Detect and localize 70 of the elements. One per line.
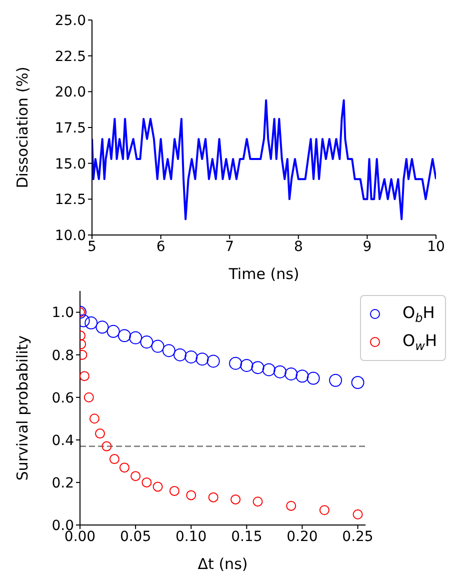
point (262, 363, 276, 376)
point (80, 371, 90, 382)
y-tick-label: 0.2 (52, 475, 74, 492)
point (169, 486, 180, 496)
point (142, 477, 152, 488)
point (173, 348, 186, 362)
x-tick-label: 7 (225, 238, 234, 255)
point (351, 376, 364, 389)
legend-label: O$_{w}$H (402, 330, 437, 354)
point (329, 374, 342, 387)
point (109, 454, 120, 464)
point (96, 320, 109, 334)
x-tick-label: 0.25 (342, 528, 374, 545)
x-axis-title: Δt (ns) (198, 555, 248, 573)
point (186, 490, 196, 500)
y-tick-label: 0.8 (52, 348, 74, 364)
point (129, 331, 142, 344)
line-series (92, 99, 436, 220)
point (352, 509, 363, 520)
x-tick-label: 5 (88, 238, 96, 255)
point (152, 482, 163, 492)
point (184, 350, 198, 364)
point (102, 441, 112, 452)
point (119, 462, 130, 473)
y-axis-title: Survival probability (13, 335, 32, 481)
point (306, 372, 320, 385)
point (230, 494, 241, 504)
y-tick-label: 20.0 (54, 84, 86, 101)
legend-label: O$_{b}$H (402, 302, 435, 326)
x-axis-title: Time (ns) (228, 265, 300, 283)
y-tick-label: 12.5 (54, 192, 86, 208)
point (151, 340, 164, 353)
y-tick-label: 22.5 (54, 48, 86, 65)
y-tick-label: 15.0 (54, 156, 86, 172)
point (251, 361, 264, 374)
point (140, 336, 154, 349)
x-tick-label: 0.20 (286, 528, 318, 545)
point (84, 316, 98, 330)
x-tick-label: 0.05 (120, 528, 152, 545)
point (89, 414, 100, 424)
point (130, 471, 141, 482)
point (106, 324, 120, 338)
point (84, 392, 94, 402)
point (286, 500, 296, 511)
y-axis-title: Dissociation (%) (13, 66, 32, 188)
y-tick-label: 0.4 (52, 432, 74, 449)
point (240, 358, 254, 372)
point (273, 365, 286, 378)
point (284, 367, 298, 380)
y-tick-label: 0.6 (52, 390, 74, 406)
point (95, 428, 105, 439)
x-tick-label: 0.10 (176, 528, 207, 545)
y-tick-label: 1.0 (52, 305, 74, 322)
point (229, 356, 242, 370)
y-tick-label: 25.0 (54, 12, 86, 29)
point (208, 492, 218, 502)
x-tick-label: 0.15 (231, 528, 262, 545)
point (252, 496, 263, 507)
point (296, 370, 309, 383)
x-tick-label: 10 (427, 238, 445, 255)
x-tick-label: 6 (156, 238, 166, 255)
point (319, 505, 330, 516)
point (196, 352, 209, 366)
x-tick-label: 9 (362, 238, 372, 255)
x-tick-label: 8 (294, 238, 303, 255)
point (118, 329, 131, 342)
y-tick-label: 10.0 (54, 228, 86, 244)
y-tick-label: 17.5 (54, 120, 86, 136)
point (162, 344, 176, 358)
point (206, 354, 220, 368)
